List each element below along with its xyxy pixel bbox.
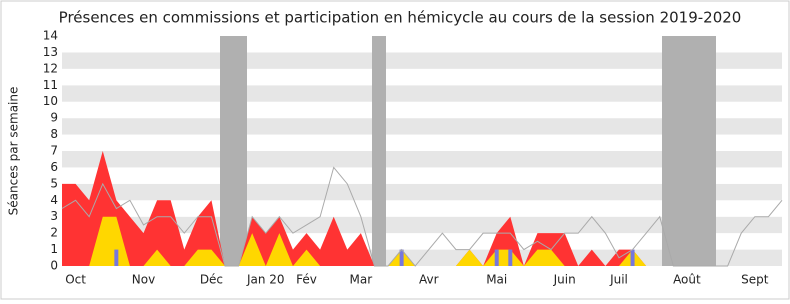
chart-title: Présences en commissions et participatio… [59, 9, 742, 27]
bar [494, 249, 499, 266]
y-tick-label: 0 [50, 259, 58, 273]
y-tick-label: 8 [50, 127, 58, 141]
y-tick-label: 11 [43, 78, 58, 92]
x-tick-label: Août [673, 273, 701, 287]
plot [61, 151, 783, 267]
y-tick-label: 2 [50, 226, 58, 240]
x-tick-label: Sept [741, 273, 769, 287]
y-tick-label: 13 [43, 45, 58, 59]
x-tick-label: Fév [296, 273, 317, 287]
bar [630, 249, 635, 266]
bar [114, 249, 119, 266]
line [61, 166, 783, 267]
x-tick-label: Nov [132, 273, 155, 287]
x-tick-label: Jan 20 [246, 273, 285, 287]
x-tick-label: Mar [350, 273, 373, 287]
grid-bands [62, 36, 782, 266]
x-tick-label: Mai [486, 273, 507, 287]
y-tick-label: 12 [43, 61, 58, 75]
area [62, 151, 782, 266]
y-tick-label: 5 [50, 176, 58, 190]
y-tick-label: 14 [43, 29, 58, 43]
bar [508, 249, 513, 266]
y-axis-label: Séances par semaine [7, 87, 21, 216]
y-tick-label: 6 [50, 160, 58, 174]
vacation-band [662, 36, 716, 266]
x-tick-label: Déc [200, 273, 223, 287]
x-tick-label: Juin [553, 273, 576, 287]
y-tick-label: 4 [50, 193, 58, 207]
y-tick-label: 3 [50, 209, 58, 223]
y-tick-label: 7 [50, 144, 58, 158]
bar [399, 249, 404, 266]
y-tick-label: 1 [50, 242, 58, 256]
x-tick-label: Juil [609, 273, 628, 287]
y-tick-label: 10 [43, 94, 58, 108]
x-tick-label: Avr [419, 273, 439, 287]
y-tick-label: 9 [50, 111, 58, 125]
vacation-band [220, 36, 247, 266]
vacation-band [372, 36, 386, 266]
x-tick-label: Oct [65, 273, 86, 287]
